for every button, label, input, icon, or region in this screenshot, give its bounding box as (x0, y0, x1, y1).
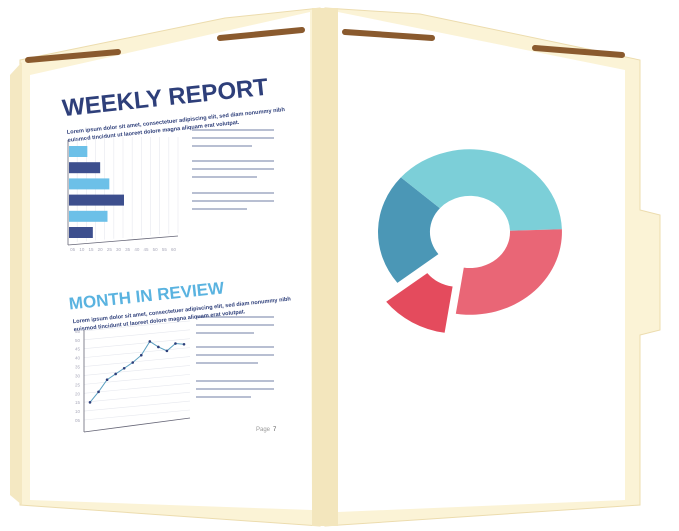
data-point (105, 378, 109, 381)
data-point (88, 401, 92, 404)
bar (69, 146, 88, 157)
bar-chart: 05 10 15 20 25 30 35 40 45 50 55 60 (67, 137, 179, 252)
data-point (114, 372, 117, 376)
x-axis (83, 417, 191, 433)
donut-slice (386, 273, 453, 333)
line-series (89, 340, 185, 403)
data-point (97, 390, 100, 394)
grid-line (83, 320, 191, 332)
data-point (182, 342, 186, 346)
grid-line (83, 365, 191, 376)
x-tick-label: 30 (116, 247, 122, 252)
bar (69, 162, 101, 174)
x-axis (67, 235, 179, 246)
bar (69, 194, 124, 206)
grid-line (83, 400, 191, 412)
data-point (165, 349, 169, 353)
x-tick-label: 60 (171, 247, 177, 252)
grid-line (83, 374, 191, 385)
bar (69, 178, 110, 190)
data-point (139, 353, 143, 357)
data-point (157, 345, 160, 349)
folder-spine (312, 8, 338, 526)
data-point (174, 342, 177, 345)
y-tick-label: 30 (75, 373, 81, 378)
x-tick-label: 10 (79, 247, 85, 252)
grid-line (83, 329, 191, 341)
body-text-placeholder (192, 129, 274, 398)
x-tick-label: 50 (153, 247, 159, 252)
bar (69, 210, 108, 222)
page-label: Page (256, 427, 271, 433)
right-paper (338, 12, 625, 512)
fastener-icon (25, 27, 625, 63)
y-tick-label: 25 (75, 382, 81, 387)
left-paper (30, 12, 312, 510)
grid-line (83, 382, 191, 394)
donut-chart (378, 149, 562, 333)
data-point (131, 361, 135, 364)
page-number: 7 (273, 427, 277, 433)
x-tick-label: 25 (107, 247, 113, 252)
x-tick-label: 35 (125, 247, 131, 252)
grid-line (83, 338, 191, 350)
x-tick-label: 40 (134, 247, 140, 252)
data-point (148, 340, 152, 343)
donut-slice (378, 177, 440, 283)
x-tick-label: 55 (162, 247, 168, 252)
x-tick-label: 15 (89, 247, 95, 252)
donut-slice (400, 149, 562, 231)
y-tick-label: 10 (75, 409, 81, 414)
grid-line (83, 347, 191, 358)
data-point (122, 366, 126, 370)
y-tick-label: 15 (75, 400, 81, 405)
y-tick-label: 55 (75, 329, 81, 334)
x-tick-label: 05 (70, 247, 76, 252)
y-tick-label: 40 (75, 356, 81, 361)
grid-line (83, 391, 191, 403)
line-chart: 05 10 15 20 25 30 35 40 45 50 55 (75, 320, 191, 433)
y-tick-label: 50 (75, 338, 81, 343)
y-tick-label: 05 (75, 418, 81, 423)
x-tick-label: 20 (98, 247, 104, 252)
y-tick-label: 45 (75, 347, 81, 352)
donut-slice (455, 229, 562, 315)
bar (69, 227, 93, 238)
grid-line (83, 409, 191, 421)
y-tick-label: 35 (75, 365, 81, 370)
grid-line (83, 356, 191, 367)
y-tick-label: 20 (75, 391, 81, 396)
folder-left-tab (10, 62, 22, 505)
x-tick-label: 45 (144, 247, 150, 252)
